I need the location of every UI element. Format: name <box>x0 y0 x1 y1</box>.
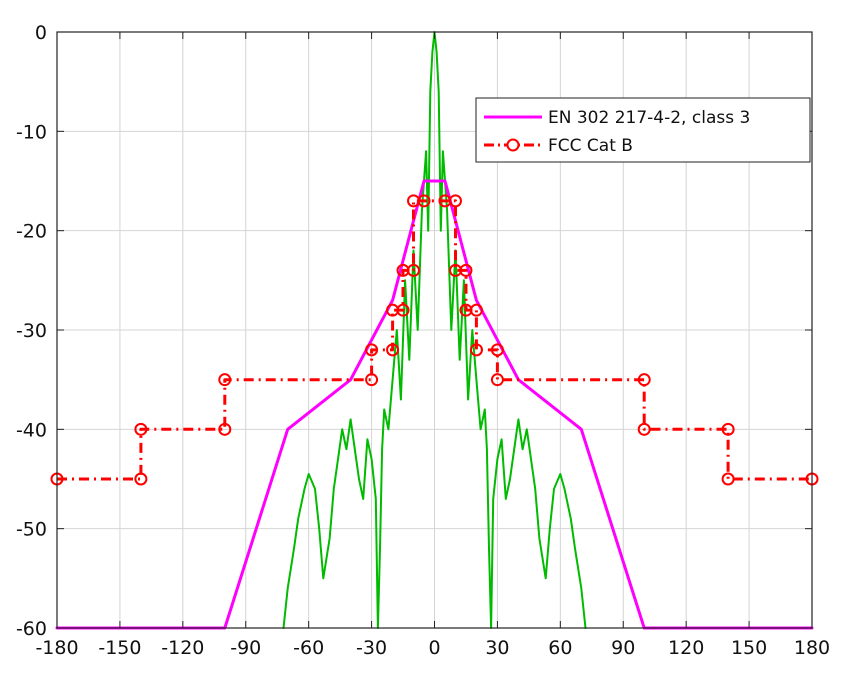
series-1-point <box>448 194 462 208</box>
x-tick-label: 60 <box>548 637 572 659</box>
x-tick-label: -150 <box>98 637 141 659</box>
x-tick-label: 180 <box>794 637 830 659</box>
legend: EN 302 217-4-2, class 3 FCC Cat B <box>475 97 811 163</box>
y-tick-label: -50 <box>16 519 47 541</box>
y-tick-label: -30 <box>16 320 47 342</box>
series-1-point <box>365 343 379 357</box>
series-1-point <box>134 422 148 436</box>
x-tick-label: -120 <box>161 637 204 659</box>
tick-marks <box>56 31 813 629</box>
x-tick-label: -90 <box>230 637 261 659</box>
legend-entry-label: EN 302 217-4-2, class 3 <box>548 108 750 128</box>
series-1-point <box>407 263 421 277</box>
series-1-line <box>57 199 812 481</box>
legend-box <box>475 97 811 163</box>
series-1-point <box>459 263 473 277</box>
series-1-point <box>469 303 483 317</box>
y-tick-label: -20 <box>16 221 47 243</box>
series-1-point <box>469 343 483 357</box>
series-1-point <box>721 472 735 486</box>
series-1-point <box>396 303 410 317</box>
x-tick-label: -60 <box>293 637 324 659</box>
legend-swatch-marker <box>506 138 520 152</box>
series-1-point <box>365 373 379 387</box>
series-1-point <box>218 373 232 387</box>
series-1-point <box>490 343 504 357</box>
tick-labels: -180 -150 -120 -90 -60 -30 0 30 60 90 120 150 180 0 -1… <box>16 22 830 659</box>
x-tick-label: 30 <box>485 637 509 659</box>
series-1-point <box>134 472 148 486</box>
series-1-point <box>637 422 651 436</box>
x-tick-label: 120 <box>668 637 704 659</box>
x-tick-label: 90 <box>611 637 635 659</box>
series-1-point <box>417 194 431 208</box>
legend-entry-label: FCC Cat B <box>548 136 633 156</box>
y-tick-label: 0 <box>35 22 47 44</box>
x-tick-label: -180 <box>35 637 78 659</box>
x-tick-label: 150 <box>731 637 767 659</box>
series-0-line <box>55 179 814 630</box>
x-tick-label: 0 <box>428 637 440 659</box>
series-1-point <box>218 422 232 436</box>
y-tick-label: -60 <box>16 618 47 640</box>
y-tick-label: -10 <box>16 121 47 143</box>
x-tick-label: -30 <box>356 637 387 659</box>
series-1-point <box>721 422 735 436</box>
series-1-point <box>637 373 651 387</box>
y-tick-label: -40 <box>16 419 47 441</box>
series-1-point <box>490 373 504 387</box>
series-1-point <box>386 343 400 357</box>
